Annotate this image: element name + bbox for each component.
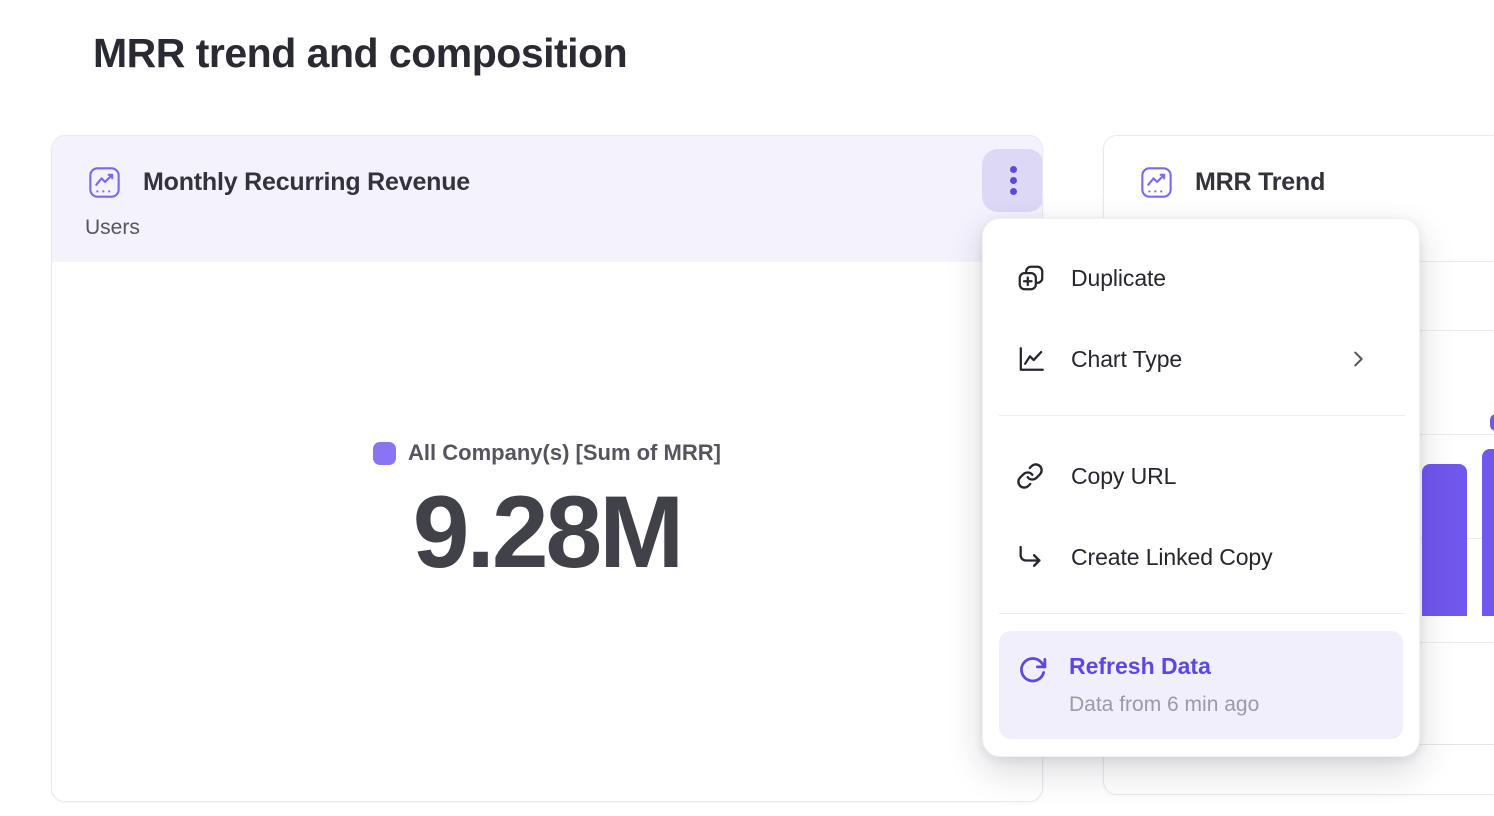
- series-legend[interactable]: All Company(s) [Sum of MRR]: [373, 440, 721, 466]
- menu-item-duplicate[interactable]: Duplicate: [999, 245, 1403, 311]
- mrr-card-title: Monthly Recurring Revenue: [143, 168, 470, 196]
- mrr-card-header: Monthly Recurring Revenue Users: [52, 136, 1042, 262]
- mrr-card-subtitle: Users: [85, 216, 140, 239]
- duplicate-icon: [1016, 263, 1046, 293]
- kebab-menu-button[interactable]: [982, 149, 1042, 212]
- page-title: MRR trend and composition: [93, 30, 628, 76]
- chart-widget-icon: [1140, 166, 1173, 199]
- mrr-metric-body: All Company(s) [Sum of MRR] 9.28M: [52, 262, 1042, 801]
- bar[interactable]: [1422, 464, 1467, 616]
- kebab-dot: [1009, 166, 1017, 173]
- context-menu: Duplicate Chart Type Copy URL: [982, 218, 1420, 757]
- kebab-dot: [1009, 177, 1017, 184]
- refresh-data-label: Refresh Data: [1069, 653, 1211, 679]
- menu-item-refresh-data[interactable]: Refresh Data Data from 6 min ago: [999, 631, 1403, 739]
- kebab-dot: [1009, 188, 1017, 195]
- menu-item-label: Create Linked Copy: [1071, 543, 1273, 570]
- legend-label: All Company(s) [Sum of MRR]: [408, 440, 721, 465]
- menu-divider: [999, 415, 1405, 416]
- mrr-trend-title: MRR Trend: [1195, 168, 1326, 196]
- corner-down-right-icon: [1016, 542, 1046, 572]
- menu-item-label: Duplicate: [1071, 264, 1166, 291]
- link-icon: [1016, 461, 1046, 491]
- chart-type-icon: [1016, 344, 1046, 374]
- menu-item-label: Copy URL: [1071, 462, 1177, 489]
- menu-item-copy-url[interactable]: Copy URL: [999, 443, 1403, 509]
- menu-divider: [999, 613, 1405, 614]
- trend-legend-swatch: [1490, 414, 1494, 431]
- mrr-metric-card: Monthly Recurring Revenue Users All Comp…: [51, 135, 1043, 802]
- chevron-right-icon: [1347, 348, 1369, 370]
- bar[interactable]: [1482, 449, 1494, 616]
- menu-item-chart-type[interactable]: Chart Type: [999, 326, 1403, 392]
- refresh-icon: [1018, 655, 1048, 685]
- menu-item-create-linked-copy[interactable]: Create Linked Copy: [999, 524, 1403, 590]
- menu-item-label: Chart Type: [1071, 345, 1183, 372]
- mrr-value: 9.28M: [412, 475, 684, 589]
- legend-swatch: [373, 441, 397, 465]
- chart-widget-icon: [88, 166, 121, 199]
- refresh-data-sublabel: Data from 6 min ago: [1069, 693, 1260, 716]
